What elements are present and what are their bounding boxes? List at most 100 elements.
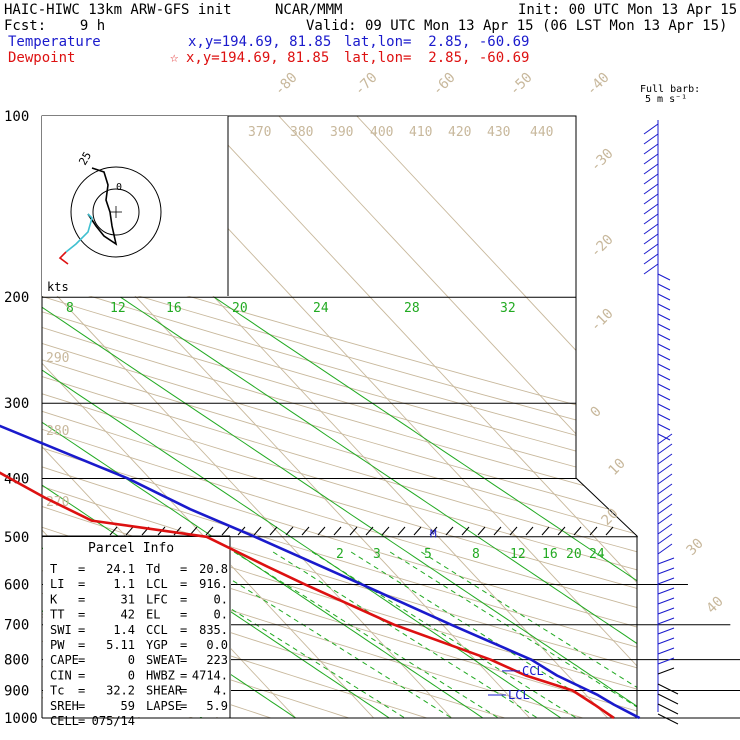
parcel-eq: = — [78, 592, 85, 606]
dry-adiabat-line — [42, 116, 637, 718]
hodograph-origin-label: 0 — [116, 182, 122, 193]
wind-barb — [643, 143, 659, 155]
hatch-mark — [125, 526, 134, 536]
mixing-ratio-label: 8 — [66, 301, 74, 316]
wind-barb — [657, 577, 675, 585]
parcel-key: CAPE — [50, 653, 79, 667]
wind-barb — [657, 557, 675, 565]
hatch-mark — [381, 526, 390, 536]
wind-barb — [657, 543, 673, 555]
dry-adiabat-line — [42, 116, 637, 718]
wind-barb — [657, 607, 675, 615]
parcel-value: 24.1 — [106, 562, 135, 576]
parcel-value: 075/14 — [92, 714, 135, 728]
hatch-mark — [285, 526, 294, 536]
theta-label: 290 — [46, 351, 69, 366]
isotherm-label: 10 — [606, 456, 629, 479]
wind-barb — [657, 373, 671, 381]
pressure-tick-label: 900 — [4, 683, 29, 699]
wind-barb — [657, 343, 671, 351]
parcel-key: K — [50, 592, 58, 606]
hatch-mark — [397, 526, 406, 536]
mixing-ratio-label: 20 — [232, 301, 248, 316]
isotherm-line — [200, 116, 637, 718]
wind-barb — [657, 617, 675, 625]
wind-barb — [657, 443, 673, 455]
parcel-eq: = — [78, 714, 85, 728]
wind-barb — [657, 433, 671, 441]
hodograph-trace-surface — [58, 251, 69, 265]
wind-barb — [657, 683, 679, 695]
mixing-ratio-label: 2 — [336, 547, 344, 562]
parcel-eq: = — [78, 577, 85, 591]
hodograph-ring — [92, 188, 140, 236]
hatch-mark — [541, 526, 550, 536]
theta-label: 400 — [370, 125, 393, 140]
hatch-mark — [349, 526, 358, 536]
parcel-key: TT — [50, 608, 64, 622]
wind-barb — [657, 283, 671, 291]
mixing-ratio-label: 16 — [542, 547, 558, 562]
wind-barb — [643, 133, 659, 145]
parcel-info-box: Parcel Info T = 24.1 Td = 20.8 LI = 1.1 LCL = 916. K =… — [42, 535, 231, 728]
parcel-eq: = — [180, 623, 187, 637]
barb-legend-units: 5 m s⁻¹ — [645, 94, 688, 105]
pressure-tick-label: 200 — [4, 290, 29, 306]
parcel-eq: = — [78, 653, 85, 667]
wind-barb — [657, 597, 675, 605]
dewpoint-legend: Dewpoint — [8, 50, 76, 66]
parcel-eq: = — [180, 608, 187, 622]
hodograph-units: kts — [47, 280, 69, 294]
parcel-eq: = — [180, 699, 187, 713]
wind-barb — [643, 233, 659, 245]
wind-barb — [643, 123, 659, 135]
dry-adiabat-line — [42, 116, 637, 718]
temperature-profile — [0, 424, 641, 720]
wind-barb — [657, 463, 673, 475]
parcel-eq: = — [180, 653, 187, 667]
theta-label: 420 — [448, 125, 471, 140]
hatch-mark — [333, 526, 342, 536]
wind-barb — [643, 243, 659, 255]
wind-barb — [657, 693, 679, 705]
wind-barb — [657, 667, 675, 675]
parcel-value: 835. — [199, 623, 228, 637]
dry-adiabat-line — [42, 116, 637, 718]
wind-barb — [657, 413, 671, 421]
parcel-eq: = — [78, 608, 85, 622]
wind-barb — [657, 503, 673, 515]
theta-label: 440 — [530, 125, 553, 140]
hatch-mark — [429, 526, 438, 536]
parcel-value: 0. — [214, 592, 228, 606]
isotherm-label: -30 — [588, 146, 617, 175]
wind-barb — [643, 153, 659, 165]
parcel-value: 42 — [121, 608, 135, 622]
wind-barb — [643, 263, 659, 275]
dewpoint-profile — [0, 471, 615, 720]
dry-adiabat-line — [42, 116, 428, 718]
wind-barb — [657, 293, 671, 301]
wind-barb — [657, 383, 671, 391]
parcel-key: SWI — [50, 623, 72, 637]
moist-adiabat-line — [389, 551, 637, 718]
wind-barb — [657, 523, 673, 535]
forecast-hour: Fcst: 9 h — [4, 18, 106, 34]
wind-barb — [643, 253, 659, 265]
pressure-tick-label: 800 — [4, 653, 29, 669]
parcel-key: LFC — [146, 592, 168, 606]
dry-adiabat-line — [42, 116, 637, 718]
hodograph-trace — [87, 167, 118, 246]
parcel-value: 4. — [214, 684, 228, 698]
mixing-ratio-label: 8 — [472, 547, 480, 562]
parcel-eq: = — [180, 592, 187, 606]
parcel-value: 1.1 — [113, 577, 135, 591]
moist-adiabat-line — [272, 551, 538, 718]
temperature-legend: Temperature — [8, 34, 101, 50]
isotherm-label: 30 — [684, 536, 707, 559]
pressure-tick-label: 400 — [4, 471, 29, 487]
hatch-mark — [493, 526, 502, 536]
isotherm-line — [356, 116, 637, 718]
theta-label: 410 — [409, 125, 432, 140]
hatch-mark — [445, 526, 454, 536]
parcel-key: LAPSE — [146, 699, 182, 713]
